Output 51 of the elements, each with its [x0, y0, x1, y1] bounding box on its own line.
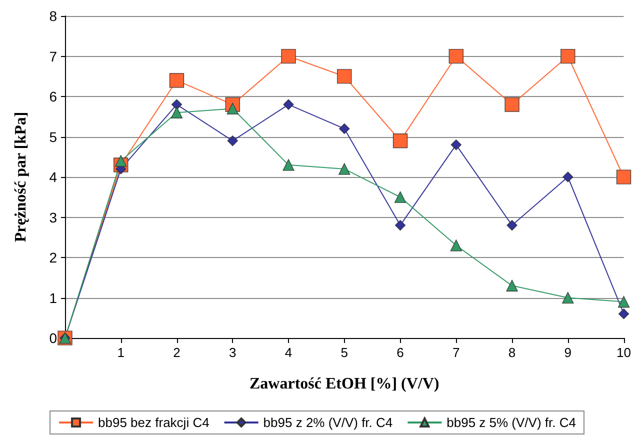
point — [618, 296, 630, 308]
point — [560, 48, 576, 64]
point — [506, 220, 518, 231]
point — [562, 172, 574, 182]
point — [338, 163, 350, 175]
point — [281, 48, 296, 64]
y-tick-label: 5 — [49, 128, 58, 145]
point — [394, 220, 406, 231]
point — [171, 99, 182, 110]
legend-label: bb95 bez frakcji C4 — [98, 415, 210, 430]
point — [227, 135, 238, 146]
x-tick-label: 9 — [564, 345, 572, 360]
point — [337, 69, 352, 84]
y-tick-label: 1 — [49, 290, 58, 306]
legend-label: bb95 z 2% (V/V) fr. C4 — [263, 415, 393, 430]
point — [115, 155, 127, 167]
point — [392, 133, 408, 148]
y-tick-label: 8 — [49, 8, 58, 24]
y-tick-label: 6 — [49, 88, 58, 104]
point — [283, 99, 294, 110]
point — [506, 280, 518, 292]
point — [226, 102, 238, 114]
point — [504, 97, 520, 112]
x-tick-label: 3 — [229, 345, 236, 360]
y-tick-label: 4 — [49, 169, 58, 185]
x-tick-label: 6 — [396, 345, 404, 360]
x-axis-title: Zawartość EtOH [%] (V/V) — [250, 376, 440, 392]
point — [618, 308, 630, 320]
point — [170, 106, 183, 118]
y-axis-title: Prężność par [kPa] — [12, 112, 30, 242]
x-tick-label: 8 — [508, 345, 516, 360]
x-tick-label: 4 — [284, 345, 292, 360]
x-tick-label: 7 — [452, 345, 460, 360]
y-tick-label: 2 — [49, 250, 58, 266]
y-tick-label: 0 — [49, 330, 58, 346]
y-tick-label: 7 — [49, 48, 58, 64]
point — [169, 73, 184, 88]
point — [394, 191, 406, 203]
x-tick-label: 5 — [340, 345, 348, 360]
point — [450, 140, 462, 150]
x-tick-label: 10 — [616, 345, 632, 360]
x-tick-label: 1 — [117, 345, 124, 360]
point — [282, 159, 294, 171]
x-tick-label: 2 — [173, 345, 180, 360]
point — [448, 48, 464, 64]
legend-label: bb95 z 5% (V/V) fr. C4 — [446, 415, 576, 430]
y-tick-label: 3 — [49, 209, 58, 226]
point — [616, 170, 632, 184]
point — [450, 240, 462, 252]
point — [339, 123, 350, 134]
point — [562, 292, 574, 304]
